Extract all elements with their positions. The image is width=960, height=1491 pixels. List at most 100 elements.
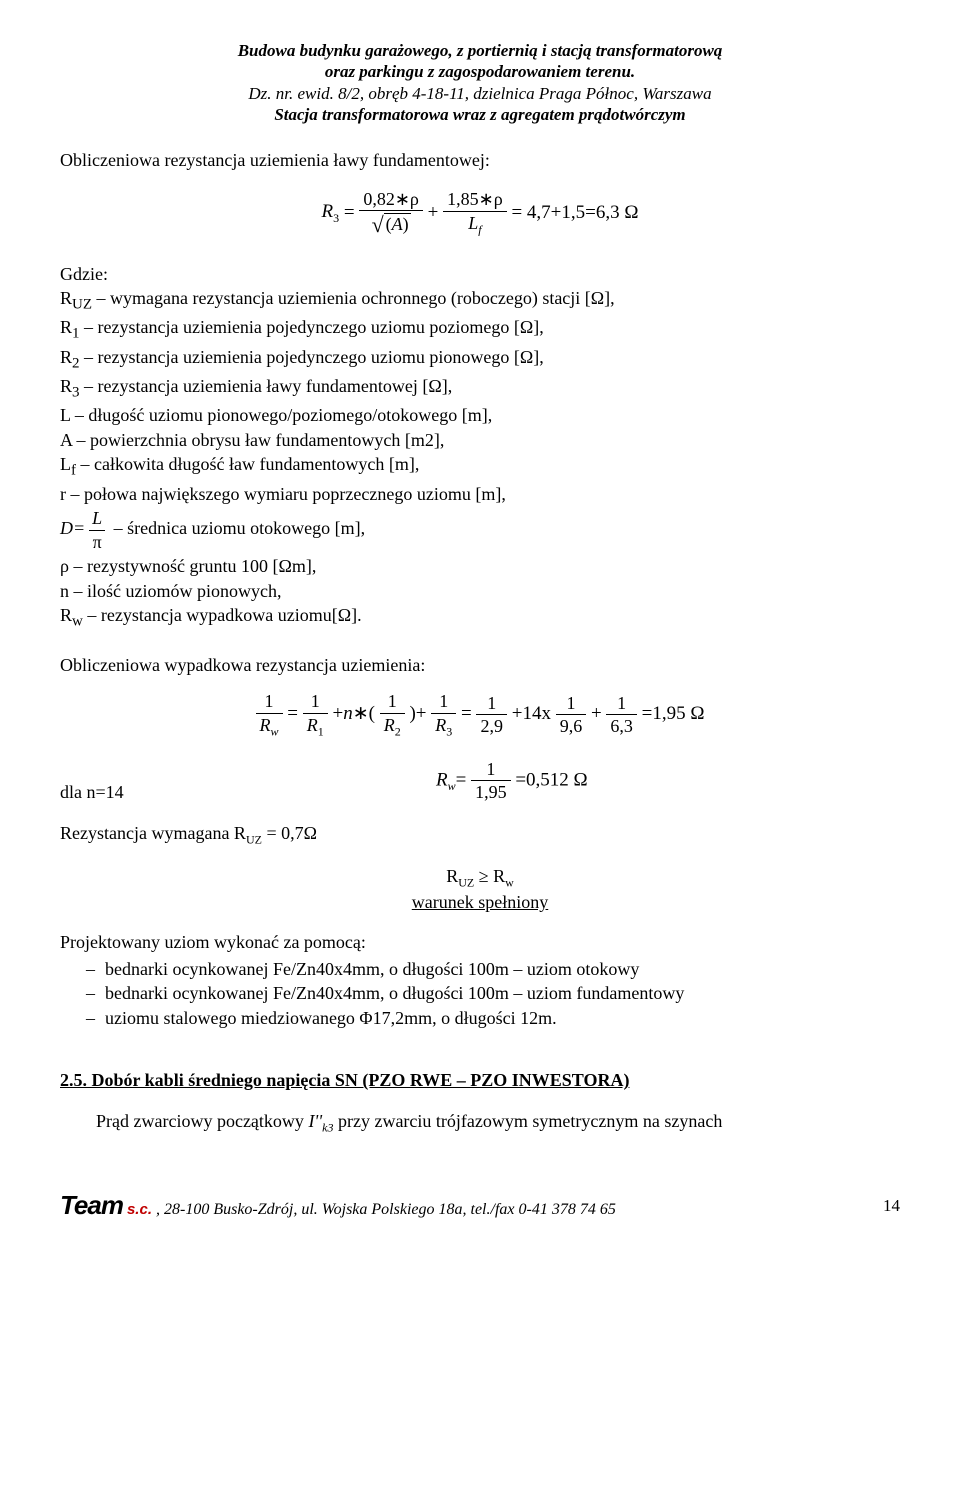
defs-list: RUZ – wymagana rezystancja uziemienia oc… xyxy=(60,287,900,505)
f1-t1-num: 0,82∗ρ xyxy=(359,188,423,212)
req-sub: UZ xyxy=(246,832,262,846)
cond-sym: ≥ R xyxy=(474,866,505,886)
def-d-rhs: – średnica uziomu otokowego [m], xyxy=(109,518,365,538)
def-d-frac: Lπ xyxy=(89,507,105,553)
f1-rhs: 4,7+1,5=6,3 Ω xyxy=(527,201,639,222)
req-line: Rezystancja wymagana RUZ = 0,7Ω xyxy=(60,822,900,848)
def-item: n – ilość uziomów pionowych, xyxy=(60,580,900,603)
f2-p3: + xyxy=(591,703,602,724)
f2-mid: 14x xyxy=(522,703,551,724)
f2-eq2: = xyxy=(461,703,472,724)
cond-l: R xyxy=(446,866,458,886)
f3-eq2: = xyxy=(515,769,526,790)
def-item: Lf – całkowita długość ław fundamentowyc… xyxy=(60,453,900,480)
lp-pre: Prąd zwarciowy początkowy xyxy=(96,1111,308,1131)
f2-d-den: R xyxy=(435,715,446,735)
f2-b-den: R xyxy=(307,715,318,735)
bullet-item: bednarki ocynkowanej Fe/Zn40x4mm, o dług… xyxy=(60,982,900,1005)
f2-close: )+ xyxy=(409,703,426,724)
f2-g-den: 6,3 xyxy=(606,715,637,738)
condition-block: RUZ ≥ Rw warunek spełniony xyxy=(60,865,900,913)
page-number: 14 xyxy=(883,1195,900,1216)
f2-ast: ∗( xyxy=(353,703,375,724)
def-item: R1 – rezystancja uziemienia pojedynczego… xyxy=(60,316,900,343)
req-val: = 0,7Ω xyxy=(262,823,317,843)
intro-2: Obliczeniowa wypadkowa rezystancja uziem… xyxy=(60,654,900,677)
f2-result: 1,95 Ω xyxy=(652,703,704,724)
f1-eq2: = xyxy=(511,201,522,222)
f2-f-den: 9,6 xyxy=(556,715,587,738)
f1-term1: 0,82∗ρ √(A) xyxy=(359,188,423,239)
gdzie-label: Gdzie: xyxy=(60,263,900,286)
f2-b-sub: 1 xyxy=(318,724,324,738)
footer-address: , 28-100 Busko-Zdrój, ul. Wojska Polskie… xyxy=(156,1201,616,1218)
f1-term2: 1,85∗ρ Lf xyxy=(443,188,507,237)
intro-1: Obliczeniowa rezystancja uziemienia ławy… xyxy=(60,149,900,172)
condition-ineq: RUZ ≥ Rw xyxy=(60,865,900,891)
f1-eq: = xyxy=(344,201,355,222)
header-line-4: Stacja transformatorowa wraz z agregatem… xyxy=(60,104,900,125)
proj-intro: Projektowany uziom wykonać za pomocą: xyxy=(60,931,900,954)
f2-a-sub: w xyxy=(271,724,279,738)
f2-e-den: 2,9 xyxy=(476,715,507,738)
def-item: A – powierzchnia obrysu ław fundamentowy… xyxy=(60,429,900,452)
lp-sub: k3 xyxy=(322,1120,333,1134)
def-d-den: π xyxy=(89,531,105,554)
lp-sym: I'' xyxy=(308,1111,322,1131)
def-item: L – długość uziomu pionowego/poziomego/o… xyxy=(60,404,900,427)
def-item: ρ – rezystywność gruntu 100 [Ωm], xyxy=(60,555,900,578)
f2-c-den: R xyxy=(384,715,395,735)
logo-team: Team xyxy=(60,1189,123,1222)
header-line-2: oraz parkingu z zagospodarowaniem terenu… xyxy=(60,61,900,82)
f2-d-num: 1 xyxy=(431,690,456,714)
cond-lsub: UZ xyxy=(458,876,474,890)
f3-eq: = xyxy=(456,769,467,790)
f1-t2-den-l: L xyxy=(468,213,478,233)
f1-lhs-sub: 3 xyxy=(333,211,339,225)
def-d-num: L xyxy=(92,508,102,528)
f2-e-num: 1 xyxy=(476,692,507,716)
cond-rsub: w xyxy=(505,876,514,890)
definitions-block: Gdzie: RUZ – wymagana rezystancja uziemi… xyxy=(60,263,900,632)
f1-t1-den: √(A) xyxy=(359,211,423,239)
formula-rw2: Rw= 11,95 =0,512 Ω xyxy=(124,758,900,804)
f2-n: n xyxy=(343,703,353,724)
f2-eq3: = xyxy=(642,703,653,724)
def-item: Rw – rezystancja wypadkowa uziomu[Ω]. xyxy=(60,604,900,631)
def-item: R2 – rezystancja uziemienia pojedynczego… xyxy=(60,346,900,373)
f1-t2-den-sub: f xyxy=(478,223,481,237)
f2-eq1: = xyxy=(287,703,298,724)
last-paragraph: Prąd zwarciowy początkowy I''k3 przy zwa… xyxy=(60,1110,900,1136)
f1-t2-num: 1,85∗ρ xyxy=(443,188,507,212)
page-header: Budowa budynku garażowego, z portiernią … xyxy=(60,40,900,125)
f2-a-num: 1 xyxy=(256,690,283,714)
footer-left: Team s.c. , 28-100 Busko-Zdrój, ul. Wojs… xyxy=(60,1189,616,1222)
condition-text: warunek spełniony xyxy=(60,891,900,914)
f3-den: 1,95 xyxy=(471,781,511,804)
header-line-3: Dz. nr. ewid. 8/2, obręb 4-18-11, dzieln… xyxy=(60,83,900,104)
f3-num: 1 xyxy=(471,758,511,782)
def-item: R3 – rezystancja uziemienia ławy fundame… xyxy=(60,375,900,402)
f1-t2-den: Lf xyxy=(443,212,507,238)
lp-post: przy zwarciu trójfazowym symetrycznym na… xyxy=(333,1111,722,1131)
dla-n14: dla n=14 xyxy=(60,781,124,804)
bullet-item: bednarki ocynkowanej Fe/Zn40x4mm, o dług… xyxy=(60,958,900,981)
def-d-lhs: D= xyxy=(60,518,85,538)
f3-lhs: R xyxy=(436,769,448,790)
f1-plus: + xyxy=(428,201,439,222)
f2-c-sub: 2 xyxy=(395,724,401,738)
formula-rw: 1Rw = 1R1 +n∗( 1R2 )+ 1R3 = 12,9 +14x 19… xyxy=(60,690,900,739)
section-2-5-title: 2.5. Dobór kabli średniego napięcia SN (… xyxy=(60,1069,900,1092)
f2-g-num: 1 xyxy=(606,692,637,716)
f1-lhs: R xyxy=(322,201,334,222)
formula-r3: R3 = 0,82∗ρ √(A) + 1,85∗ρ Lf = 4,7+1,5=6… xyxy=(60,188,900,239)
def-d: D=Lπ – średnica uziomu otokowego [m], xyxy=(60,507,900,553)
f2-p1: + xyxy=(332,703,343,724)
f3-rhs: 0,512 Ω xyxy=(526,769,588,790)
def-item: r – połowa największego wymiaru poprzecz… xyxy=(60,483,900,506)
defs-list-2: ρ – rezystywność gruntu 100 [Ωm],n – ilo… xyxy=(60,555,900,631)
f2-p2: + xyxy=(512,703,523,724)
f2-c-num: 1 xyxy=(380,690,405,714)
def-item: RUZ – wymagana rezystancja uziemienia oc… xyxy=(60,287,900,314)
f2-b-num: 1 xyxy=(303,690,328,714)
